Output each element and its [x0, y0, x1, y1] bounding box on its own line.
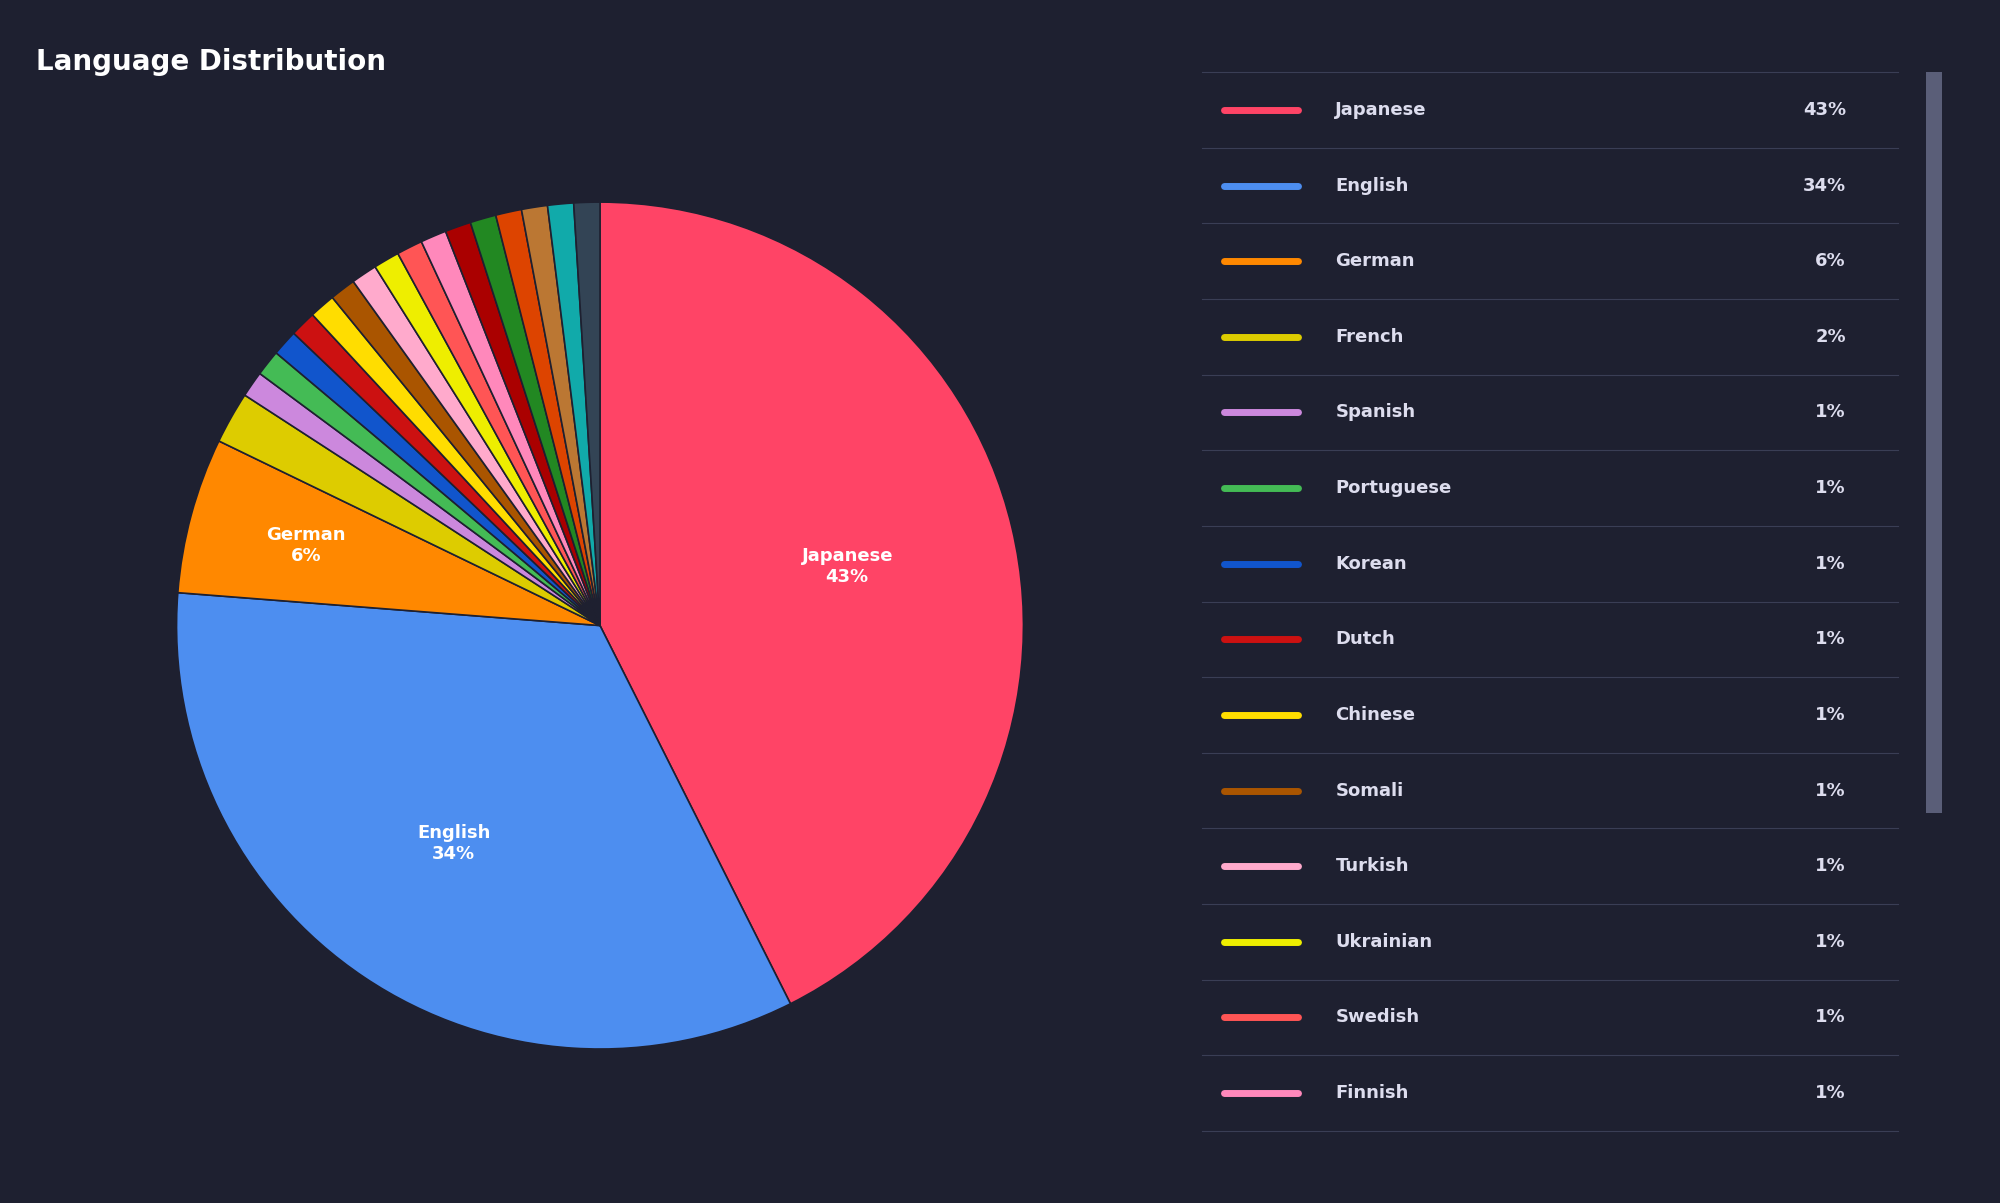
Text: Turkish: Turkish: [1336, 858, 1408, 875]
Wedge shape: [496, 209, 600, 626]
Text: Chinese: Chinese: [1336, 706, 1416, 724]
Wedge shape: [260, 352, 600, 626]
Wedge shape: [522, 206, 600, 626]
Wedge shape: [218, 395, 600, 626]
Wedge shape: [548, 203, 600, 626]
Text: 1%: 1%: [1816, 1084, 1846, 1102]
Text: 1%: 1%: [1816, 479, 1846, 497]
Text: German: German: [1336, 253, 1414, 271]
Text: Language Distribution: Language Distribution: [36, 48, 386, 76]
Wedge shape: [178, 442, 600, 626]
Text: 1%: 1%: [1816, 1008, 1846, 1026]
Text: 1%: 1%: [1816, 932, 1846, 950]
Text: 1%: 1%: [1816, 630, 1846, 648]
Wedge shape: [294, 315, 600, 626]
Wedge shape: [176, 593, 790, 1049]
Text: 1%: 1%: [1816, 706, 1846, 724]
Text: English
34%: English 34%: [418, 824, 490, 863]
Text: Swedish: Swedish: [1336, 1008, 1420, 1026]
Text: Korean: Korean: [1336, 555, 1408, 573]
Text: Dutch: Dutch: [1336, 630, 1396, 648]
Text: 6%: 6%: [1816, 253, 1846, 271]
Text: Japanese
43%: Japanese 43%: [802, 547, 892, 586]
Wedge shape: [470, 215, 600, 626]
Wedge shape: [398, 242, 600, 626]
Text: Somali: Somali: [1336, 782, 1404, 800]
Wedge shape: [446, 223, 600, 626]
Text: Japanese: Japanese: [1336, 101, 1426, 119]
Wedge shape: [244, 373, 600, 626]
Wedge shape: [312, 297, 600, 626]
Wedge shape: [332, 282, 600, 626]
Text: 1%: 1%: [1816, 555, 1846, 573]
Text: 2%: 2%: [1816, 328, 1846, 345]
Wedge shape: [354, 267, 600, 626]
Text: 43%: 43%: [1802, 101, 1846, 119]
Text: German
6%: German 6%: [266, 527, 346, 565]
Text: 34%: 34%: [1802, 177, 1846, 195]
Wedge shape: [422, 231, 600, 626]
Text: 1%: 1%: [1816, 403, 1846, 421]
Text: 1%: 1%: [1816, 782, 1846, 800]
Text: French: French: [1336, 328, 1404, 345]
Bar: [1926, 72, 1942, 813]
Wedge shape: [574, 202, 600, 626]
Text: English: English: [1336, 177, 1408, 195]
Text: 1%: 1%: [1816, 858, 1846, 875]
Text: Ukrainian: Ukrainian: [1336, 932, 1432, 950]
Wedge shape: [276, 333, 600, 626]
Text: Finnish: Finnish: [1336, 1084, 1408, 1102]
Text: Portuguese: Portuguese: [1336, 479, 1452, 497]
Wedge shape: [600, 202, 1024, 1003]
Wedge shape: [376, 254, 600, 626]
Text: Spanish: Spanish: [1336, 403, 1416, 421]
